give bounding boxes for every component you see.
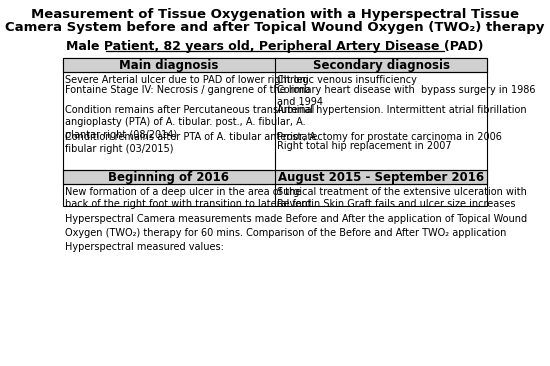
Text: Male Patient, 82 years old, Peripheral Artery Disease (PAD): Male Patient, 82 years old, Peripheral A…: [66, 40, 484, 53]
Text: August 2015 - September 2016: August 2015 - September 2016: [278, 171, 484, 183]
Text: New formation of a deep ulcer in the area of the
back of the right foot with tra: New formation of a deep ulcer in the are…: [65, 187, 312, 209]
Text: Prostatectomy for prostate carcinoma in 2006: Prostatectomy for prostate carcinoma in …: [277, 132, 502, 142]
Text: Right total hip replacement in 2007: Right total hip replacement in 2007: [277, 141, 452, 151]
Bar: [63, 170, 487, 184]
Text: Severe Arterial ulcer due to PAD of lower right leg: Severe Arterial ulcer due to PAD of lowe…: [65, 75, 309, 85]
Text: Hyperspectral Camera measurements made Before and After the application of Topic: Hyperspectral Camera measurements made B…: [65, 214, 527, 252]
Text: Coronary heart disease with  bypass surgery in 1986
and 1994: Coronary heart disease with bypass surge…: [277, 85, 536, 107]
Text: Beginning of 2016: Beginning of 2016: [108, 171, 229, 183]
Text: Condition remains after PTA of A. tibular anterior, A.
fibular right (03/2015): Condition remains after PTA of A. tibula…: [65, 132, 319, 154]
Text: Measurement of Tissue Oxygenation with a Hyperspectral Tissue: Measurement of Tissue Oxygenation with a…: [31, 8, 519, 21]
Bar: [63, 58, 487, 72]
Bar: [63, 58, 487, 206]
Text: Camera System before and after Topical Wound Oxygen (TWO₂) therapy: Camera System before and after Topical W…: [6, 21, 544, 34]
Text: Chronic venous insufficiency: Chronic venous insufficiency: [277, 75, 417, 85]
Text: Fontaine Stage IV: Necrosis / gangrene of the limb: Fontaine Stage IV: Necrosis / gangrene o…: [65, 85, 310, 95]
Text: Surgical treatment of the extensive ulceration with
Reverdin Skin Graft fails an: Surgical treatment of the extensive ulce…: [277, 187, 527, 209]
Text: Condition remains after Percutaneous transluminal
angioplasty (PTA) of A. tibula: Condition remains after Percutaneous tra…: [65, 105, 315, 140]
Text: Arterial hypertension. Intermittent atrial fibrillation: Arterial hypertension. Intermittent atri…: [277, 105, 527, 115]
Text: Main diagnosis: Main diagnosis: [119, 59, 219, 71]
Text: Secondary diagnosis: Secondary diagnosis: [312, 59, 449, 71]
